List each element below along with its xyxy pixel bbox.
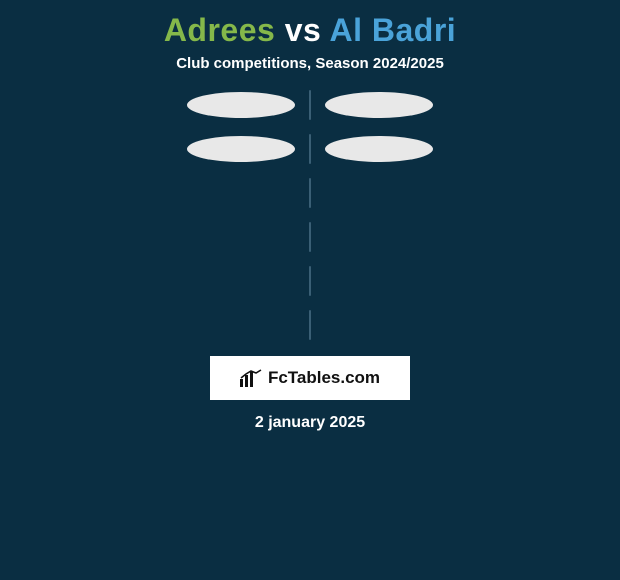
logo-text: FcTables.com: [268, 368, 380, 388]
spacer: [325, 268, 433, 294]
player1-name: Adrees: [164, 12, 276, 48]
stat-row: 00Hattricks: [181, 222, 439, 252]
stat-value-player1: 0.33: [310, 267, 311, 295]
spacer: [325, 180, 433, 206]
stat-value-player1: 385: [310, 311, 311, 339]
player1-logo-placeholder: [187, 92, 295, 118]
stat-value-player1: 1: [310, 135, 311, 163]
stat-row: 0.331.5Goals per match: [181, 266, 439, 296]
stat-bar: 22Assists: [309, 178, 311, 208]
stat-value-player2: 3: [309, 135, 310, 163]
stats-rows: 32Matches 13Goals 22Assists 00Hattricks 0.33…: [181, 90, 439, 354]
date: 2 january 2025: [255, 414, 365, 432]
stat-bar: 13Goals: [309, 134, 311, 164]
stat-value-player2: 0: [309, 223, 310, 251]
spacer: [187, 180, 295, 206]
chart-icon: [240, 369, 262, 387]
stat-value-player1: 2: [310, 179, 311, 207]
player2-logo-placeholder: [325, 92, 433, 118]
spacer: [325, 312, 433, 338]
source-logo: FcTables.com: [210, 356, 410, 400]
stat-value-player2: 60: [309, 311, 310, 339]
player2-name: Al Badri: [330, 12, 457, 48]
spacer: [187, 312, 295, 338]
stat-value-player1: 0: [310, 223, 311, 251]
stat-value-player2: 2: [309, 91, 310, 119]
stat-row: 22Assists: [181, 178, 439, 208]
spacer: [325, 224, 433, 250]
stat-bar: 38560Min per goal: [309, 310, 311, 340]
stat-bar: 0.331.5Goals per match: [309, 266, 311, 296]
stat-row: 32Matches: [181, 90, 439, 120]
stat-row: 13Goals: [181, 134, 439, 164]
stat-value-player1: 3: [310, 91, 311, 119]
stat-bar: 00Hattricks: [309, 222, 311, 252]
comparison-title: Adrees vs Al Badri: [164, 12, 456, 49]
subtitle: Club competitions, Season 2024/2025: [176, 55, 444, 72]
player1-logo-placeholder: [187, 136, 295, 162]
stat-value-player2: 2: [309, 179, 310, 207]
spacer: [187, 268, 295, 294]
stat-bar: 32Matches: [309, 90, 311, 120]
spacer: [187, 224, 295, 250]
stat-row: 38560Min per goal: [181, 310, 439, 340]
player2-logo-placeholder: [325, 136, 433, 162]
vs-text: vs: [285, 12, 322, 48]
stat-value-player2: 1.5: [309, 267, 310, 295]
